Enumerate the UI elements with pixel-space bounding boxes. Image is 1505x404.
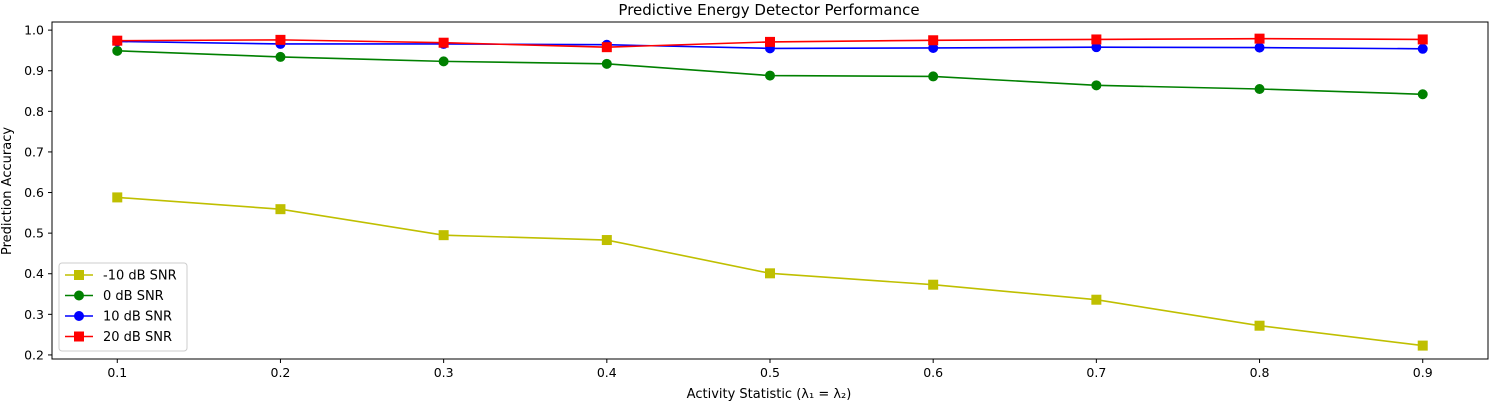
series-0-db-snr xyxy=(112,45,1428,100)
data-point xyxy=(1417,43,1428,54)
data-point xyxy=(438,37,449,48)
data-point xyxy=(765,36,775,47)
y-tick-label: 0.6 xyxy=(24,185,44,200)
x-tick-label: 0.1 xyxy=(107,365,127,380)
data-point xyxy=(1254,320,1265,331)
data-point xyxy=(112,35,123,46)
data-point xyxy=(438,56,449,67)
data-point xyxy=(1417,34,1428,45)
data-point xyxy=(112,192,123,203)
data-point xyxy=(765,70,775,81)
data-point xyxy=(1091,80,1102,91)
data-point xyxy=(1417,89,1428,100)
data-point xyxy=(1091,294,1102,305)
chart-title: Predictive Energy Detector Performance xyxy=(618,1,919,19)
y-tick-label: 1.0 xyxy=(24,23,44,38)
legend: -10 dB SNR 0 dB SNR 10 dB SNR 20 dB SNR xyxy=(58,262,188,352)
y-axis-label: Prediction Accuracy xyxy=(0,127,15,255)
legend-label: 20 dB SNR xyxy=(103,330,172,345)
data-point xyxy=(1091,34,1102,45)
x-tick-label: 0.9 xyxy=(1413,365,1433,380)
data-point xyxy=(1254,33,1265,44)
legend-item: 0 dB SNR xyxy=(65,289,164,304)
y-tick-label: 0.9 xyxy=(24,63,44,78)
data-point xyxy=(1417,340,1428,351)
data-point xyxy=(928,279,939,290)
x-axis-label: Activity Statistic (λ₁ = λ₂) xyxy=(687,387,852,402)
y-axis: 0.2 0.3 0.4 0.5 0.6 0.7 0.8 0.9 1.0 xyxy=(24,23,52,362)
y-tick-label: 0.7 xyxy=(24,144,44,159)
x-tick-label: 0.6 xyxy=(923,365,943,380)
x-tick-label: 0.8 xyxy=(1250,365,1270,380)
legend-marker xyxy=(74,311,84,321)
legend-item: 10 dB SNR xyxy=(65,310,172,325)
legend-marker xyxy=(74,270,84,280)
series-20-db-snr xyxy=(112,33,1428,53)
x-tick-label: 0.3 xyxy=(434,365,454,380)
y-tick-label: 0.4 xyxy=(24,266,44,281)
y-tick-label: 0.3 xyxy=(24,307,44,322)
data-point xyxy=(928,71,939,82)
y-tick-label: 0.2 xyxy=(24,347,44,362)
series-10-db-snr xyxy=(112,192,1428,351)
legend-label: -10 dB SNR xyxy=(103,269,177,284)
y-tick-label: 0.5 xyxy=(24,226,44,241)
data-point xyxy=(275,34,286,45)
y-tick-label: 0.8 xyxy=(24,104,44,119)
x-tick-label: 0.7 xyxy=(1086,365,1106,380)
legend-label: 0 dB SNR xyxy=(103,289,164,304)
data-point xyxy=(601,42,612,53)
data-point xyxy=(601,58,612,69)
legend-marker xyxy=(74,290,84,301)
legend-marker xyxy=(74,331,84,342)
data-point xyxy=(601,235,612,246)
x-axis: 0.1 0.2 0.3 0.4 0.5 0.6 0.7 0.8 0.9 xyxy=(107,359,1433,380)
x-tick-label: 0.4 xyxy=(597,365,617,380)
data-point xyxy=(438,230,449,241)
x-tick-label: 0.2 xyxy=(271,365,291,380)
legend-frame xyxy=(58,262,188,352)
legend-item: -10 dB SNR xyxy=(65,269,177,284)
data-point xyxy=(765,268,775,279)
data-point xyxy=(275,51,286,62)
legend-item: 20 dB SNR xyxy=(65,330,172,345)
data-point xyxy=(112,45,123,56)
plot-area xyxy=(112,33,1428,351)
legend-label: 10 dB SNR xyxy=(103,310,172,325)
data-point xyxy=(275,204,286,215)
data-point xyxy=(1254,42,1265,53)
data-point xyxy=(928,35,939,46)
data-point xyxy=(1254,83,1265,94)
x-tick-label: 0.5 xyxy=(760,365,780,380)
